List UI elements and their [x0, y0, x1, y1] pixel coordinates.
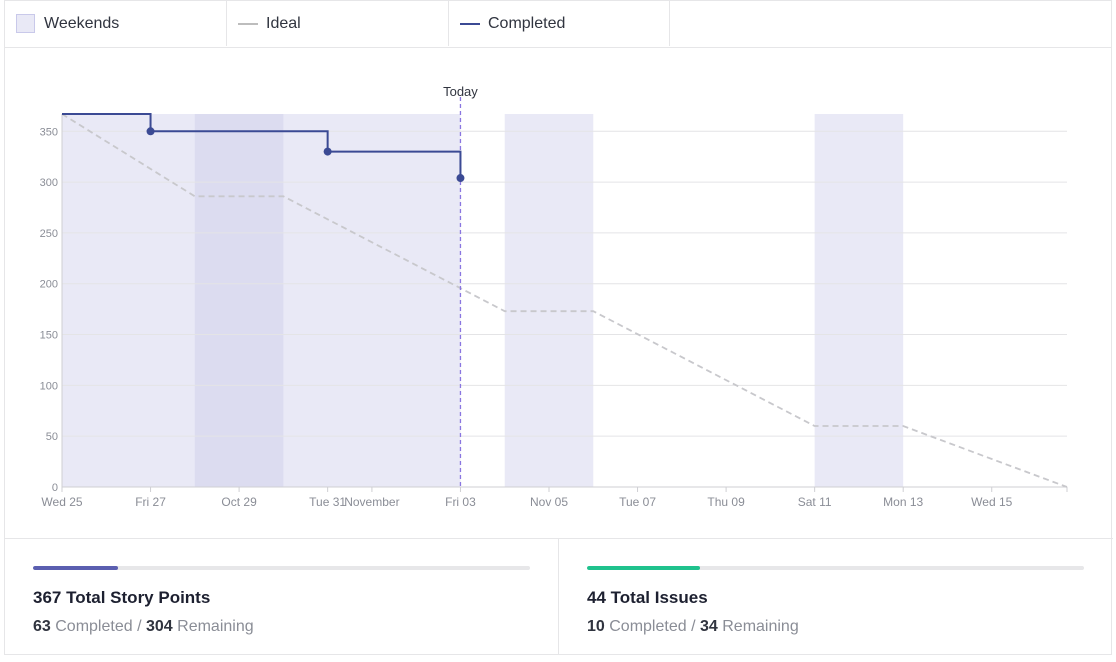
remaining-label: Remaining	[722, 618, 799, 635]
separator: /	[137, 618, 142, 635]
issues-stat: 44 Total Issues 10 Completed / 34 Remain…	[559, 538, 1111, 655]
legend-item-weekends[interactable]: Weekends	[5, 1, 227, 46]
story-points-remaining: 304	[145, 618, 173, 635]
legend-item-ideal[interactable]: Ideal	[227, 1, 449, 46]
today-label: Today	[443, 84, 478, 99]
separator: /	[691, 618, 696, 635]
x-tick-label: Sat 11	[798, 495, 832, 509]
remaining-label: Remaining	[177, 618, 254, 635]
story-points-title-text: Total Story Points	[66, 588, 211, 607]
weekend-band	[194, 114, 284, 487]
legend-label: Completed	[488, 14, 566, 32]
x-tick-label: Fri 03	[445, 495, 476, 509]
y-tick-label: 300	[40, 177, 58, 189]
issues-title-text: Total Issues	[610, 588, 708, 607]
ideal-line	[61, 113, 1068, 488]
x-tick-label: November	[344, 495, 399, 509]
legend-label: Weekends	[44, 14, 120, 32]
y-tick-label: 200	[40, 279, 58, 291]
issues-completed: 10	[587, 618, 605, 635]
story-points-completed: 63	[33, 618, 51, 635]
x-tick-label: Nov 05	[530, 495, 568, 509]
story-points-total: 367	[33, 588, 62, 607]
x-tick-label: Fri 27	[135, 495, 166, 509]
stats-row: 367 Total Story Points 63 Completed / 30…	[5, 538, 1111, 655]
story-points-breakdown: 63 Completed / 304 Remaining	[33, 618, 254, 636]
completed-point	[323, 147, 332, 156]
story-points-title: 367 Total Story Points	[33, 588, 210, 608]
legend-label: Ideal	[266, 14, 301, 32]
x-tick-label: Oct 29	[221, 495, 257, 509]
weekends-swatch	[16, 14, 35, 33]
weekend-band	[814, 114, 904, 487]
y-tick-label: 100	[40, 380, 58, 392]
completed-label: Completed	[609, 618, 687, 635]
x-tick-label: Thu 09	[707, 495, 745, 509]
completed-label: Completed	[55, 618, 133, 635]
x-tick-label: Tue 07	[619, 495, 656, 509]
legend-item-completed[interactable]: Completed	[449, 1, 670, 46]
story-points-progress-fill	[33, 566, 119, 570]
issues-title: 44 Total Issues	[587, 588, 708, 608]
y-tick-label: 150	[40, 330, 58, 342]
story-points-progress	[33, 566, 530, 570]
issues-breakdown: 10 Completed / 34 Remaining	[587, 618, 799, 636]
ideal-swatch	[238, 22, 258, 25]
completed-line	[62, 113, 462, 179]
issues-progress-fill	[587, 566, 700, 570]
burndown-panel: Weekends Ideal Completed 0 50 100 150 200 250…	[4, 0, 1113, 655]
story-points-stat: 367 Total Story Points 63 Completed / 30…	[5, 538, 559, 655]
issues-total: 44	[587, 588, 606, 607]
y-tick-label: 250	[40, 228, 58, 240]
completed-point	[146, 127, 155, 136]
x-tick-label: Wed 25	[41, 495, 82, 509]
burndown-chart: 0 50 100 150 200 250 300 350 Wed 25 Fri 27 Oct 29 T…	[40, 84, 1068, 509]
y-tick-label: 0	[52, 482, 58, 494]
chart-area: 0 50 100 150 200 250 300 350 Wed 25 Fri 27 Oct 29 T…	[5, 47, 1113, 539]
x-tick-label: Tue 31	[309, 495, 346, 509]
issues-remaining: 34	[699, 618, 718, 635]
completed-point	[456, 174, 465, 183]
x-tick-label: Mon 13	[883, 495, 923, 509]
weekend-band	[504, 114, 594, 487]
y-tick-label: 50	[46, 431, 58, 443]
y-tick-label: 350	[40, 126, 58, 138]
chart-legend: Weekends Ideal Completed	[5, 1, 1111, 48]
completed-swatch	[460, 22, 480, 25]
x-tick-label: Wed 15	[971, 495, 1012, 509]
issues-progress	[587, 566, 1084, 570]
